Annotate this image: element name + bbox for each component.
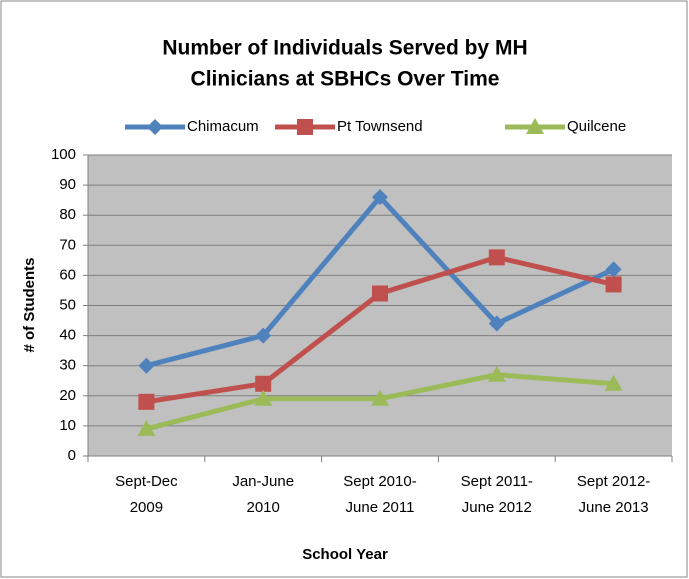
marker [254,389,273,406]
marker [488,249,505,266]
marker [137,419,156,436]
x-tick-label: 2010 [247,499,280,516]
y-tick-label: 80 [59,206,76,223]
y-tick-label: 30 [59,357,76,374]
y-tick-label: 40 [59,327,76,344]
y-tick-label: 20 [59,387,76,404]
x-tick-label: June 2013 [579,499,649,516]
x-tick-label: June 2012 [462,499,532,516]
marker [605,261,622,278]
y-tick-label: 70 [59,236,76,253]
marker [371,389,389,406]
x-axis-title: School Year [302,546,388,563]
x-tick-label: June 2011 [346,499,415,516]
x-tick-label: Sept 2012- [577,473,650,490]
y-tick-label: 0 [68,447,76,464]
chart-title: Number of Individuals Served by MH [162,37,527,60]
y-tick-label: 90 [59,176,76,193]
marker [526,118,544,134]
marker [138,393,155,410]
x-tick-label: Sept 2011- [461,473,533,490]
y-tick-label: 10 [59,417,76,434]
marker [255,375,272,392]
chart-title: Clinicians at SBHCs Over Time [191,68,500,91]
marker [487,365,506,382]
y-tick-label: 50 [59,296,76,313]
marker [604,374,623,391]
x-tick-label: Sept 2010- [343,473,416,490]
legend-label: Pt Townsend [337,118,423,135]
marker [147,119,163,135]
marker [372,285,388,302]
marker [372,189,388,206]
x-tick-label: Jan-June [232,473,294,490]
marker [605,276,622,293]
marker [297,119,313,135]
legend-label: Chimacum [187,118,259,135]
y-tick-label: 100 [51,146,76,163]
marker [255,327,272,344]
marker [138,357,155,374]
legend-label: Quilcene [567,118,626,135]
x-tick-label: Sept-Dec [115,473,178,490]
y-tick-label: 60 [59,266,76,283]
y-axis-title: # of Students [21,257,38,352]
marker [488,315,505,332]
x-tick-label: 2009 [130,499,163,516]
